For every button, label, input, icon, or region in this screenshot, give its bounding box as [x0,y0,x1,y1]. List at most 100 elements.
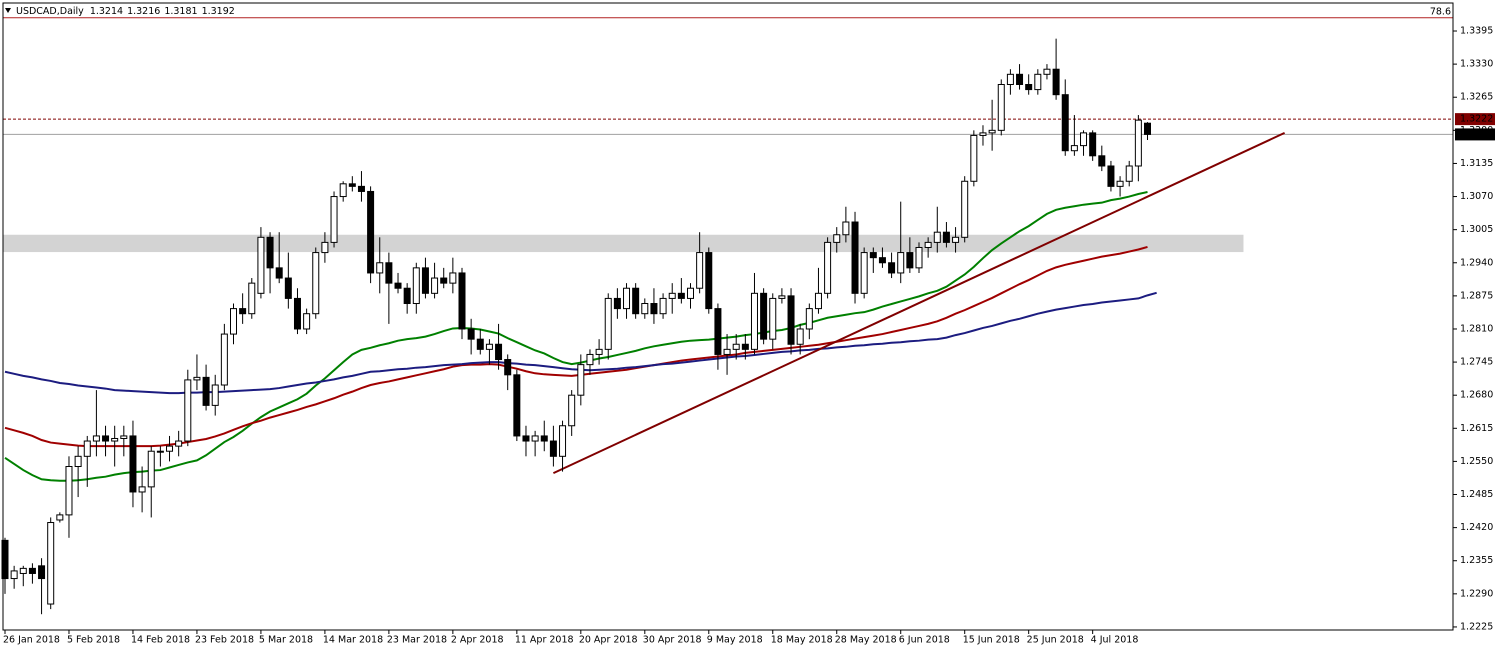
candle-body [696,252,704,289]
y-tick-label: 1.3005 [1460,224,1493,235]
candle-body [641,303,649,315]
candle-body [769,297,777,340]
candle-body [312,252,320,315]
last-high: 1.3216 [127,6,160,17]
support-zone [3,234,1244,253]
x-tick-label: 25 Jun 2018 [1027,635,1084,646]
candle-body [979,132,987,136]
candle-body [970,134,978,182]
y-tick-label: 1.3395 [1460,26,1493,37]
candle-body [476,338,484,350]
candle-body [824,241,832,294]
candle-body [1,539,9,580]
candle-body [92,435,100,442]
candle-body [74,455,82,468]
y-tick-label: 1.3330 [1460,59,1493,70]
candle-body [942,231,950,243]
candle-body [760,292,768,340]
chart-title: USDCAD,Daily [16,6,84,17]
y-tick-label: 1.2485 [1460,489,1493,500]
candle-body [1107,165,1115,187]
candle-body [28,567,36,574]
candle-body [357,185,365,192]
candle-body [138,486,146,493]
candle-body [147,450,155,488]
candle-body [741,343,749,350]
candle-body [83,440,91,457]
candle-body [650,303,658,315]
y-tick-label: 1.3070 [1460,191,1493,202]
candle-body [1052,68,1060,96]
candle-body [714,308,722,355]
candle-body [1025,83,1033,91]
x-tick-label: 14 Feb 2018 [131,635,190,646]
x-tick-label: 4 Jul 2018 [1091,635,1139,646]
candle-body [732,343,740,350]
candle-body [613,297,621,310]
candle-body [632,287,640,315]
candle-body [1016,73,1024,85]
last-close: 1.3192 [202,6,235,17]
x-tick-label: 15 Jun 2018 [963,635,1020,646]
candle-body [449,272,457,284]
candle-body [385,262,393,284]
candle-body [230,308,237,335]
candle-body [1043,68,1051,75]
candle-body [1006,73,1014,85]
candle-body [1089,132,1097,157]
candle-body [961,180,969,238]
candle-body [129,435,137,493]
candle-body [997,83,1005,131]
candle-body [659,297,667,315]
moving-average [4,190,1148,482]
menu-arrow[interactable] [5,8,11,13]
y-tick-label: 1.2225 [1460,621,1493,632]
x-tick-label: 6 Jun 2018 [899,635,950,646]
candle-body [787,295,795,345]
candle-body [668,292,676,299]
candle-body [111,437,119,442]
candle-body [330,196,338,243]
x-tick-label: 23 Feb 2018 [195,635,254,646]
candle-body [531,435,539,442]
candle-body [513,374,521,437]
candle-body [275,267,283,279]
candle-body [540,435,548,442]
x-tick-label: 14 Mar 2018 [323,635,383,646]
x-tick-label: 18 May 2018 [771,635,833,646]
candle-body [805,308,813,330]
x-tick-label: 5 Mar 2018 [259,635,313,646]
candle-body [878,257,886,264]
candle-body [833,234,841,243]
candle-body [38,565,46,580]
candle-body [166,445,174,452]
candle-body [239,308,247,315]
y-tick-label: 1.2940 [1460,257,1493,268]
candle-body [504,359,512,376]
price-label-box [1455,113,1495,126]
candle-body [1061,94,1069,152]
candle-body [220,333,228,386]
candle-body [485,343,493,350]
candle-body [1116,180,1124,187]
x-tick-label: 11 Apr 2018 [515,635,574,646]
candle-body [431,277,439,294]
candle-body [577,364,585,396]
candle-body [339,183,347,198]
candle-body [19,567,27,574]
candle-body [202,376,210,406]
price-label: 1.3192 [1460,129,1493,140]
candle-body [568,394,576,427]
candle-body [1134,119,1142,167]
y-tick-label: 1.2745 [1460,357,1493,368]
candle-body [604,297,612,350]
candle-body [193,376,201,381]
candle-body [924,241,932,248]
x-tick-label: 26 Jan 2018 [3,635,60,646]
candle-body [403,287,411,305]
candle-body [522,435,530,442]
candle-body [796,328,804,345]
candle-body [65,466,73,516]
